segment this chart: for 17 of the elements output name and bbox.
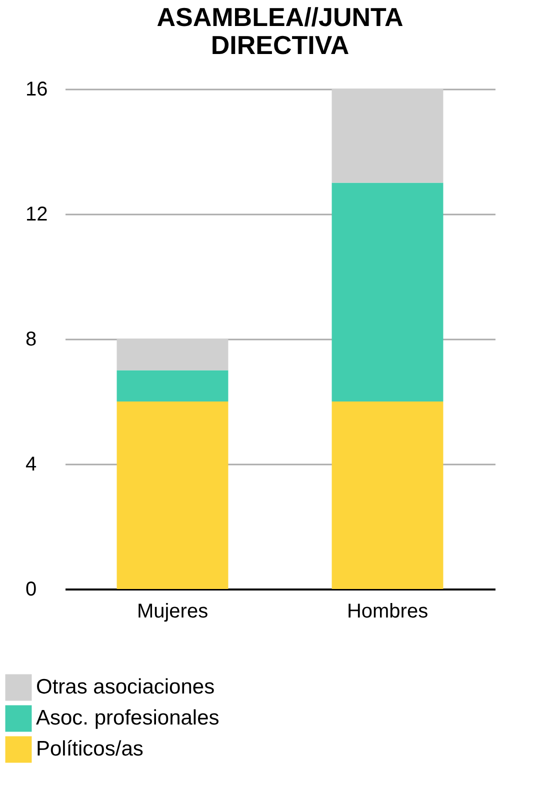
chart-title: ASAMBLEA//JUNTA DIRECTIVA — [156, 2, 404, 60]
x-tick-label: Hombres — [346, 600, 428, 622]
bar — [332, 89, 444, 183]
y-tick-label: 8 — [26, 328, 37, 350]
bar — [332, 182, 444, 402]
legend-label: Asoc. profesionales — [36, 706, 220, 730]
bar — [332, 402, 444, 589]
bar — [116, 402, 228, 589]
bar — [116, 339, 228, 370]
y-tick-label: 0 — [26, 578, 37, 600]
y-tick-label: 12 — [26, 204, 48, 226]
y-tick-label: 4 — [26, 454, 37, 476]
x-tick-label: Mujeres — [136, 600, 208, 622]
bar — [116, 370, 228, 402]
legend-label: Políticos/as — [36, 738, 144, 760]
y-tick-label: 16 — [26, 78, 48, 100]
legend-label: Otras asociaciones — [36, 676, 215, 698]
